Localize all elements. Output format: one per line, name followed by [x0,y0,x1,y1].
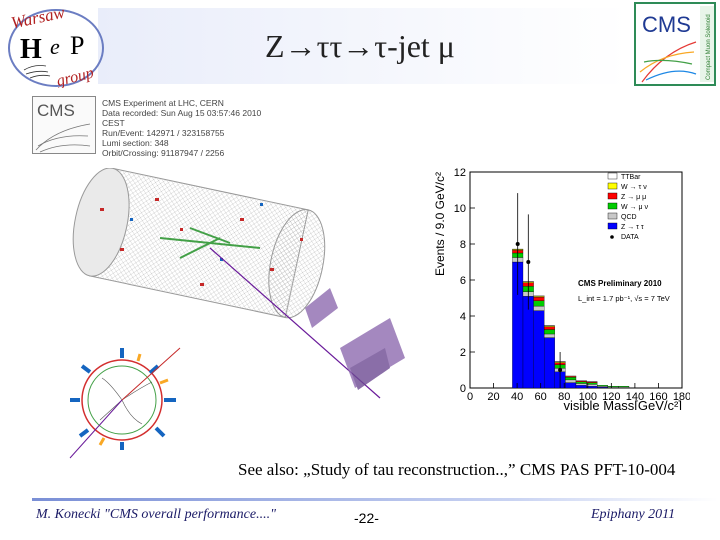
y-tick-label: 4 [460,311,466,323]
event-line: Data recorded: Sun Aug 15 03:57:46 2010 … [102,108,262,128]
histogram-bar [544,329,555,335]
legend-label: Z → τ τ [621,224,644,231]
histogram-bar [544,326,555,330]
x-tick-label: 0 [467,391,473,403]
histogram-bar [533,310,545,389]
warsaw-hep-logo: Warsaw H e P group [8,4,104,88]
cms-small-logo-text: CMS [37,101,75,120]
event-line: Orbit/Crossing: 91187947 / 2256 [102,148,225,158]
page-number: -22- [354,510,379,526]
y-tick-label: 2 [460,347,466,359]
histogram-bar [533,300,545,307]
data-point [515,242,520,246]
x-tick-label: 140 [626,391,644,403]
y-tick-label: 0 [460,383,466,395]
histogram-bar [586,386,598,389]
logo-group-text: group [55,64,96,88]
x-tick-label: 40 [511,391,523,403]
x-tick-label: 160 [649,391,667,403]
x-axis-label: visible Mass[GeV/c²] [564,398,682,410]
legend-swatch [607,182,618,190]
histogram-bar [565,379,577,383]
detector-rphi-view [69,347,181,459]
logo-h-letter: H [20,34,42,65]
legend-label: W → μ ν [621,204,648,211]
histogram-bar [575,383,587,386]
legend-swatch [607,222,618,230]
x-tick-label: 180 [673,391,690,403]
see-also-note: See also: „Study of tau reconstruction..… [238,460,676,479]
cms-small-logo-tracks-icon [35,123,91,153]
data-point [558,368,563,372]
legend-label: W → τ ν [621,184,647,191]
legend-label: QCD [621,214,637,221]
detector-hits [100,198,303,286]
logo-particle-tracks-icon [23,65,51,79]
y-tick-label: 10 [454,203,466,215]
chart-annotation-preliminary: CMS Preliminary 2010 [578,279,662,288]
event-display-image [69,168,405,459]
cms-logo-tracks-icon [639,41,697,83]
chart-annotation-lumi: L_int = 1.7 pb⁻¹, √s = 7 TeV [578,294,670,303]
tracks-3d [159,227,261,259]
histogram-bar [597,385,608,387]
y-tick-label: 12 [454,167,466,179]
event-info: CMS CMS Experiment at LHC, CERN Data rec… [32,96,272,158]
histogram-bar [533,296,545,301]
histogram-bar [586,382,598,385]
cms-logo-text: CMS [642,12,691,37]
y-tick-label: 6 [460,275,466,287]
histogram-bar [533,305,545,311]
histogram-bar [522,296,534,389]
legend-swatch [607,192,618,200]
event-line: CMS Experiment at LHC, CERN [102,98,224,108]
legend-swatch [607,212,618,220]
visible-mass-chart: 0 20 40 60 80 100 120 140 160 180 0 2 4 6 8 10 12 visible… [433,167,690,410]
cms-logo: CMS Compact Muon Solenoid [634,2,716,86]
legend-marker [610,235,614,239]
x-tick-label: 20 [487,391,499,403]
histogram-bar [565,382,577,389]
cms-logo-side-text: Compact Muon Solenoid [706,14,712,80]
histogram-bar [607,386,619,388]
x-tick-label: 120 [602,391,620,403]
legend-label: TTBar [621,174,641,181]
legend-swatch [607,172,618,180]
y-axis-label: Events / 9.0 GeV/c² [433,172,447,276]
y-tick-label: 8 [460,239,466,251]
header-band [98,8,628,84]
legend-swatch [607,202,618,210]
histogram-bar [544,337,555,389]
plot-frame [469,171,683,389]
logo-warsaw-text: Warsaw [9,4,67,32]
logo-p-letter: P [70,31,84,60]
x-tick-label: 80 [558,391,570,403]
detector-cylinder-3d [72,168,326,319]
x-tick-label: 100 [579,391,597,403]
slide-title: Z→ττ→τ-jet μ [265,28,455,64]
histogram-bar [575,381,587,384]
data-point [526,260,531,264]
footer-author: M. Konecki "CMS overall performance...." [36,507,276,522]
histogram-bar [618,386,630,388]
cms-small-logo: CMS [32,96,96,154]
event-line: Lumi section: 348 [102,138,169,148]
legend-label: DATA [621,234,639,241]
x-tick-label: 60 [535,391,547,403]
footer-divider [32,498,718,501]
muon-chambers [305,288,405,390]
event-line: Run/Event: 142971 / 323158755 [102,128,225,138]
histogram-bar [565,377,577,381]
logo-e-letter: e [50,34,60,59]
histogram-bar [586,384,598,387]
footer-event: Epiphany 2011 [591,507,676,522]
legend-label: Z → μ μ [621,194,646,201]
histogram-bar [575,385,587,389]
event-info-lines: CMS Experiment at LHC, CERN Data recorde… [102,98,272,158]
histogram-bar [544,333,555,338]
